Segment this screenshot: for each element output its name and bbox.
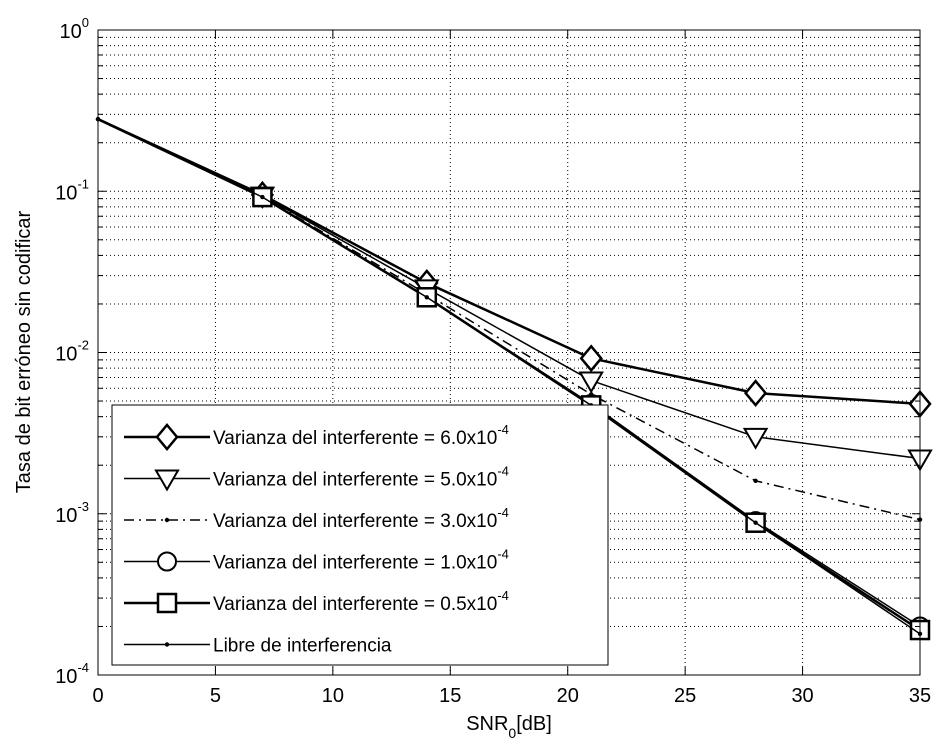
legend-label: Varianza del interferente = 5.0x10-4	[213, 464, 509, 491]
x-tick-label: 5	[210, 685, 221, 707]
y-tick-label: 10-3	[55, 499, 89, 527]
x-tick-label: 25	[674, 685, 696, 707]
data-point-dot	[260, 194, 265, 200]
ticks	[97, 29, 921, 676]
legend-entry-6: Libre de interferencia	[124, 636, 392, 657]
legend-box	[111, 404, 609, 666]
data-point-circle	[157, 551, 177, 572]
legend-entry-2: Varianza del interferente = 5.0x10-4	[124, 464, 509, 492]
legend-label: Libre de interferencia	[213, 636, 392, 657]
data-point-diamond	[743, 379, 768, 408]
data-point-dot	[424, 295, 429, 300]
legend: Varianza del interferente = 6.0x10-4 Vari…	[111, 404, 609, 666]
x-tick-label: 30	[791, 685, 813, 707]
series-line	[97, 118, 921, 521]
data-point-square	[156, 592, 178, 614]
x-tick-label: 0	[92, 685, 103, 707]
x-tick-label: 10	[322, 685, 344, 707]
data-point-dot	[164, 517, 170, 523]
data-point-dot	[164, 642, 170, 647]
data-point-dot	[753, 478, 758, 484]
y-tick-label: 10-2	[55, 338, 89, 366]
legend-label: Varianza del interferente = 1.0x10-4	[213, 547, 509, 574]
data-point-diamond	[155, 423, 179, 451]
data-point-triangle	[578, 371, 604, 394]
tick-labels: 0 5 10 15 20 25 30 35 100 10-1 10-2 10-3 10-4	[55, 15, 931, 707]
series-line	[97, 118, 921, 635]
data-point-diamond	[579, 344, 603, 373]
x-tick-label: 15	[439, 685, 461, 707]
legend-entry-5: Varianza del interferente = 0.5x10-4	[124, 588, 509, 615]
legend-label: Varianza del interferente = 0.5x10-4	[213, 588, 509, 615]
legend-label: Varianza del interferente = 3.0x10-4	[213, 505, 509, 532]
y-tick-label: 100	[60, 15, 89, 43]
y-tick-label: 10-4	[55, 660, 89, 688]
legend-label: Varianza del interferente = 6.0x10-4	[213, 422, 509, 449]
y-tick-label: 10-1	[55, 176, 89, 204]
legend-entry-1: Varianza del interferente = 6.0x10-4	[124, 422, 509, 451]
data-point-dot	[753, 520, 758, 525]
data-point-triangle	[742, 427, 769, 450]
legend-entry-3: Varianza del interferente = 3.0x10-4	[124, 505, 509, 532]
series-layer	[95, 116, 933, 641]
legend-entry-4: Varianza del interferente = 1.0x10-4	[124, 547, 509, 574]
y-axis-label: Tasa de bit erróneo sin codificar	[13, 210, 35, 493]
data-point-triangle	[154, 469, 180, 492]
x-tick-label: 20	[557, 685, 579, 707]
x-tick-label: 35	[909, 685, 931, 707]
x-axis-label: SNR0[dB]	[466, 713, 552, 741]
